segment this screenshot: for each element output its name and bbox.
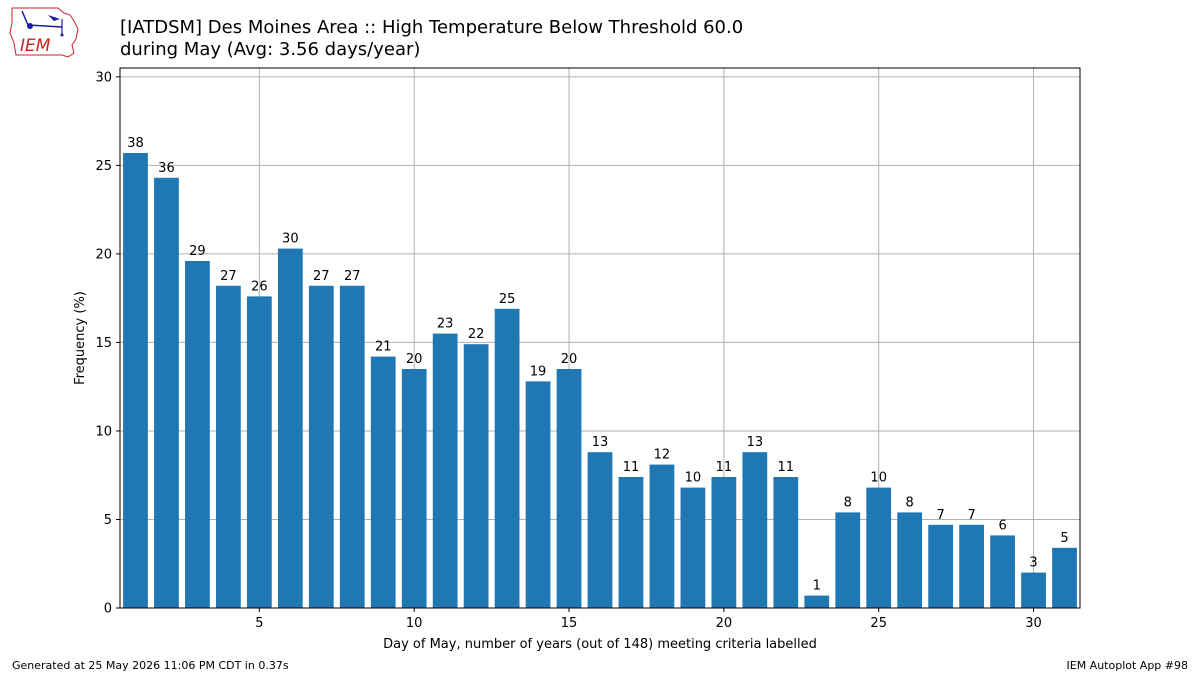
bar-day-14 [525,381,551,608]
x-tick-label: 5 [255,616,263,631]
y-tick-label: 0 [104,602,112,617]
y-tick-label: 25 [95,159,112,174]
bar-day-22 [773,476,799,608]
bar-label-day-4: 27 [220,269,237,284]
bar-label-day-24: 8 [844,495,852,510]
bar-day-18 [649,464,675,608]
bar-day-16 [587,452,613,608]
bar-label-day-6: 30 [282,232,299,247]
iem-logo: IEM [9,7,79,58]
logo-text: IEM [20,36,51,56]
bar-day-15 [556,368,582,608]
x-tick-label: 30 [1025,616,1042,631]
bar-label-day-25: 10 [870,471,887,486]
bar-label-day-30: 3 [1029,556,1037,571]
bar-label-day-21: 13 [747,435,764,450]
bar-label-day-7: 27 [313,269,330,284]
bar-label-day-8: 27 [344,269,361,284]
bar-label-day-10: 20 [406,352,423,367]
bar-day-11 [432,333,458,608]
bar-day-4 [216,285,241,608]
bar-label-day-3: 29 [189,244,206,259]
bar-day-29 [990,535,1015,608]
y-tick-label: 15 [95,336,112,351]
bar-day-23 [804,595,830,608]
bar-day-31 [1052,547,1077,608]
bar-day-5 [246,296,272,608]
plot-frame [119,67,1081,609]
x-tick-label: 10 [406,616,423,631]
bar-label-day-1: 38 [127,136,144,151]
bar-label-day-20: 11 [716,460,733,475]
bar-day-17 [618,476,644,608]
x-axis-label: Day of May, number of years (out of 148)… [383,637,817,652]
bar-day-24 [835,512,861,608]
y-tick-label: 10 [95,424,112,439]
bar-label-day-19: 10 [685,471,702,486]
generated-timestamp: Generated at 25 May 2026 11:06 PM CDT in… [12,659,289,672]
bar-day-7 [308,285,334,608]
bar-day-9 [370,356,396,608]
bar-label-day-28: 7 [967,508,975,523]
bar-label-day-26: 8 [906,495,914,510]
bar-day-25 [866,487,892,608]
bar-label-day-31: 5 [1060,531,1068,546]
y-axis-label: Frequency (%) [73,291,88,385]
chart-title-line-1: [IATDSM] Des Moines Area :: High Tempera… [120,17,744,38]
bar-day-1 [123,152,148,608]
x-tick-label: 25 [870,616,887,631]
bar-day-12 [463,344,489,608]
bar-day-30 [1021,572,1046,608]
bar-day-27 [928,524,954,608]
chart-title-line-2: during May (Avg: 3.56 days/year) [120,39,421,60]
bar-label-day-17: 11 [623,460,640,475]
grid-lines [120,68,1080,609]
bar-label-day-9: 21 [375,340,392,355]
bar-day-2 [154,177,179,608]
bar-label-day-29: 6 [998,518,1006,533]
bar-label-day-15: 20 [561,352,578,367]
x-tick-label: 20 [716,616,733,631]
bar-day-21 [742,452,768,608]
bar-label-day-2: 36 [158,161,175,176]
bar-day-28 [959,524,984,608]
y-tick-label: 20 [95,247,112,262]
bar-label-day-18: 12 [654,448,671,463]
bar-day-13 [494,308,520,608]
bar-label-day-5: 26 [251,279,268,294]
bar-day-20 [711,476,737,608]
bar-day-19 [680,487,706,608]
bar-day-6 [277,248,303,609]
bar-label-day-13: 25 [499,292,516,307]
y-tick-label: 30 [95,70,112,85]
bar-day-3 [185,260,210,608]
bar-day-26 [897,512,923,608]
bar-day-8 [339,285,365,608]
bar-label-day-22: 11 [778,460,795,475]
autoplot-app-label: IEM Autoplot App #98 [1066,659,1189,672]
bars [123,152,1077,609]
bar-label-day-16: 13 [592,435,609,450]
bar-label-day-11: 23 [437,317,454,332]
bar-label-day-27: 7 [937,508,945,523]
axis-ticks: 5 10 15 20 25 30 0 5 10 15 20 25 30 [95,70,1041,631]
y-tick-label: 5 [104,513,112,528]
x-tick-label: 15 [561,616,578,631]
bar-label-day-23: 1 [813,579,821,594]
bar-day-10 [401,368,427,608]
bar-label-day-14: 19 [530,364,547,379]
bar-label-day-12: 22 [468,327,485,342]
